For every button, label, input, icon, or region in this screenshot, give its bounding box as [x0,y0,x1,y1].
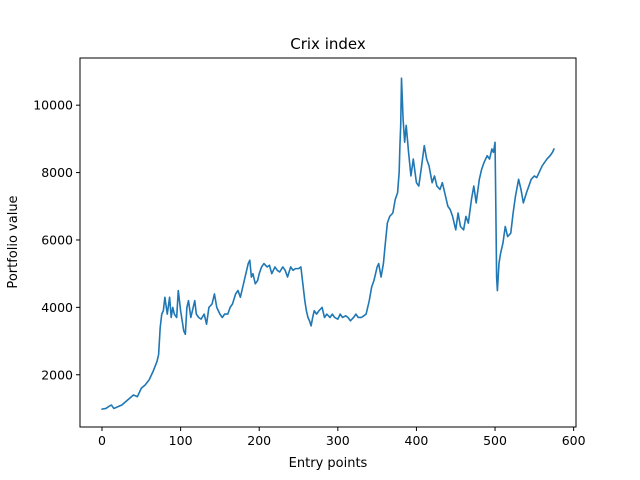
axes-frame [79,57,577,428]
plot-area [101,77,555,410]
y-tick-label: 8000 [41,165,73,180]
y-tick-label: 4000 [41,300,73,315]
x-tick-label: 200 [247,433,271,448]
x-tick-label: 300 [326,433,350,448]
x-tick-label: 100 [169,433,193,448]
x-axis-label: Entry points [289,456,368,471]
x-tick-label: 600 [562,433,586,448]
y-tick-label: 6000 [41,232,73,247]
series-line-0 [101,77,555,410]
y-tick-label: 2000 [41,367,73,382]
x-axis: 0 100 200 300 400 500 600 [98,427,586,448]
chart-title: Crix index [290,35,366,53]
y-axis-label: Portfolio value [6,195,21,288]
x-tick-label: 500 [483,433,507,448]
y-tick-label: 10000 [33,98,73,113]
x-tick-label: 0 [98,433,106,448]
x-tick-label: 400 [405,433,429,448]
y-axis: 2000 4000 6000 8000 10000 [33,98,80,382]
